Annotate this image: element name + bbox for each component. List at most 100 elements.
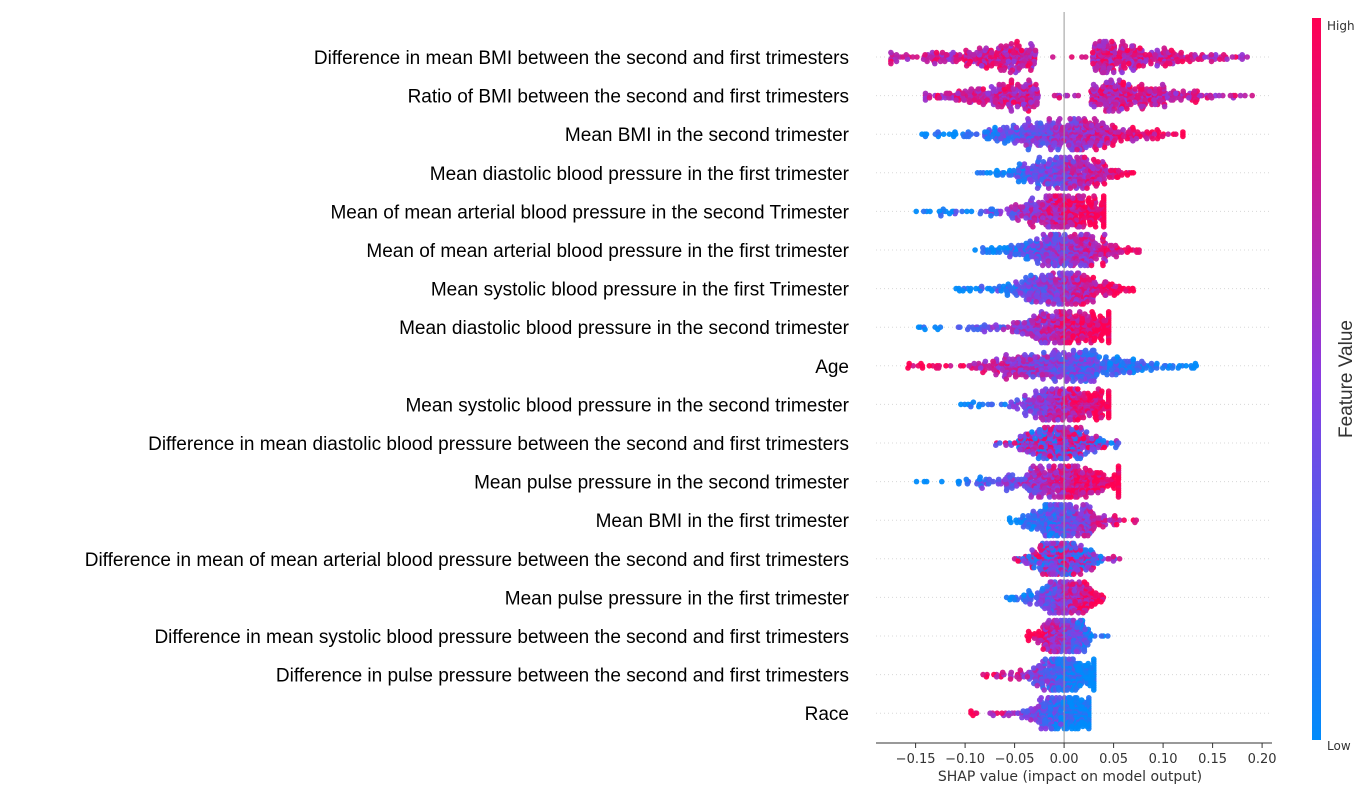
feature-label: Race (805, 704, 849, 725)
shap-point (938, 213, 944, 219)
shap-point (1202, 54, 1208, 60)
shap-point (1165, 131, 1171, 137)
shap-point (1100, 361, 1106, 367)
shap-point (1163, 63, 1169, 69)
shap-point (1040, 388, 1046, 394)
shap-point (1010, 356, 1016, 362)
shap-point (984, 65, 990, 71)
shap-point (1054, 155, 1060, 161)
shap-point (1022, 352, 1028, 358)
shap-point (1065, 224, 1071, 230)
feature-labels: Difference in mean BMI between the secon… (85, 48, 850, 725)
shap-point (1030, 195, 1036, 201)
feature-label: Ratio of BMI between the second and firs… (408, 87, 849, 108)
shap-point (1034, 140, 1040, 146)
shap-point (1131, 67, 1137, 73)
shap-point (1011, 404, 1017, 410)
shap-point (1101, 438, 1107, 444)
shap-point (1067, 386, 1073, 392)
shap-point (1100, 263, 1106, 269)
shap-point (1067, 417, 1073, 423)
shap-point (1057, 340, 1063, 346)
shap-point (1102, 445, 1108, 451)
shap-point (1106, 388, 1112, 394)
shap-point (1102, 181, 1108, 187)
shap-point (1021, 84, 1027, 90)
shap-point (1150, 136, 1156, 142)
shap-point (1082, 204, 1088, 210)
shap-point (1009, 41, 1015, 47)
shap-point (1006, 59, 1012, 65)
shap-point (1020, 63, 1026, 69)
shap-point (1079, 316, 1085, 322)
shap-point (1055, 147, 1061, 153)
shap-point (997, 127, 1003, 133)
shap-point (1070, 195, 1076, 201)
shap-point (1091, 193, 1097, 199)
shap-point (1027, 238, 1033, 244)
shap-point (1249, 93, 1255, 99)
shap-point (997, 245, 1003, 251)
shap-point (1091, 292, 1097, 298)
shap-point (1136, 63, 1142, 69)
shap-point (992, 125, 998, 131)
shap-point (1046, 417, 1052, 423)
shap-point (1014, 397, 1020, 403)
feature-label: Difference in mean BMI between the secon… (314, 48, 849, 69)
shap-point (1018, 434, 1024, 440)
shap-point (1149, 361, 1155, 367)
shap-point (1022, 123, 1028, 129)
shap-point (993, 322, 999, 328)
shap-point (1071, 159, 1077, 165)
shap-point (964, 209, 970, 215)
shap-point (906, 361, 912, 367)
shap-point (1095, 159, 1101, 165)
shap-point (1115, 174, 1121, 180)
shap-point (1026, 77, 1032, 83)
shap-point (1022, 161, 1028, 167)
shap-point (1087, 413, 1093, 419)
shap-point (935, 327, 941, 333)
shap-point (1064, 340, 1070, 346)
shap-point (1058, 140, 1064, 146)
feature-label: Mean diastolic blood pressure in the fir… (430, 164, 850, 185)
feature-label: Mean pulse pressure in the first trimest… (505, 588, 850, 609)
shap-point (1028, 273, 1034, 279)
shap-point (975, 327, 981, 333)
shap-point (1094, 65, 1100, 71)
shap-point (1011, 99, 1017, 105)
shap-point (967, 88, 973, 94)
shap-point (1005, 138, 1011, 144)
shap-point (1108, 168, 1114, 174)
shap-point (967, 50, 973, 56)
shap-point (1030, 451, 1036, 457)
shap-point (1121, 370, 1127, 376)
shap-point (1207, 93, 1213, 99)
shap-point (1052, 263, 1058, 269)
shap-point (1076, 93, 1082, 99)
shap-point (959, 209, 965, 215)
shap-point (903, 52, 909, 58)
shap-point (1036, 395, 1042, 401)
shap-point (993, 99, 999, 105)
shap-point (1017, 161, 1023, 167)
shap-point (1095, 181, 1101, 187)
shap-point (1078, 161, 1084, 167)
shap-point (1111, 70, 1117, 76)
shap-point (1224, 56, 1230, 62)
shap-point (932, 61, 938, 67)
shap-point (1131, 356, 1137, 362)
shap-point (1066, 142, 1072, 148)
shap-point (972, 247, 978, 253)
shap-point (1079, 54, 1085, 60)
shap-point (1239, 52, 1245, 58)
shap-point (1088, 163, 1094, 169)
shap-point (1038, 427, 1044, 433)
shap-point (1057, 116, 1063, 122)
shap-point (1107, 174, 1113, 180)
shap-point (1144, 136, 1150, 142)
shap-point (1082, 263, 1088, 269)
shap-point (1075, 386, 1081, 392)
shap-point (1169, 48, 1175, 54)
shap-point (1023, 215, 1029, 221)
